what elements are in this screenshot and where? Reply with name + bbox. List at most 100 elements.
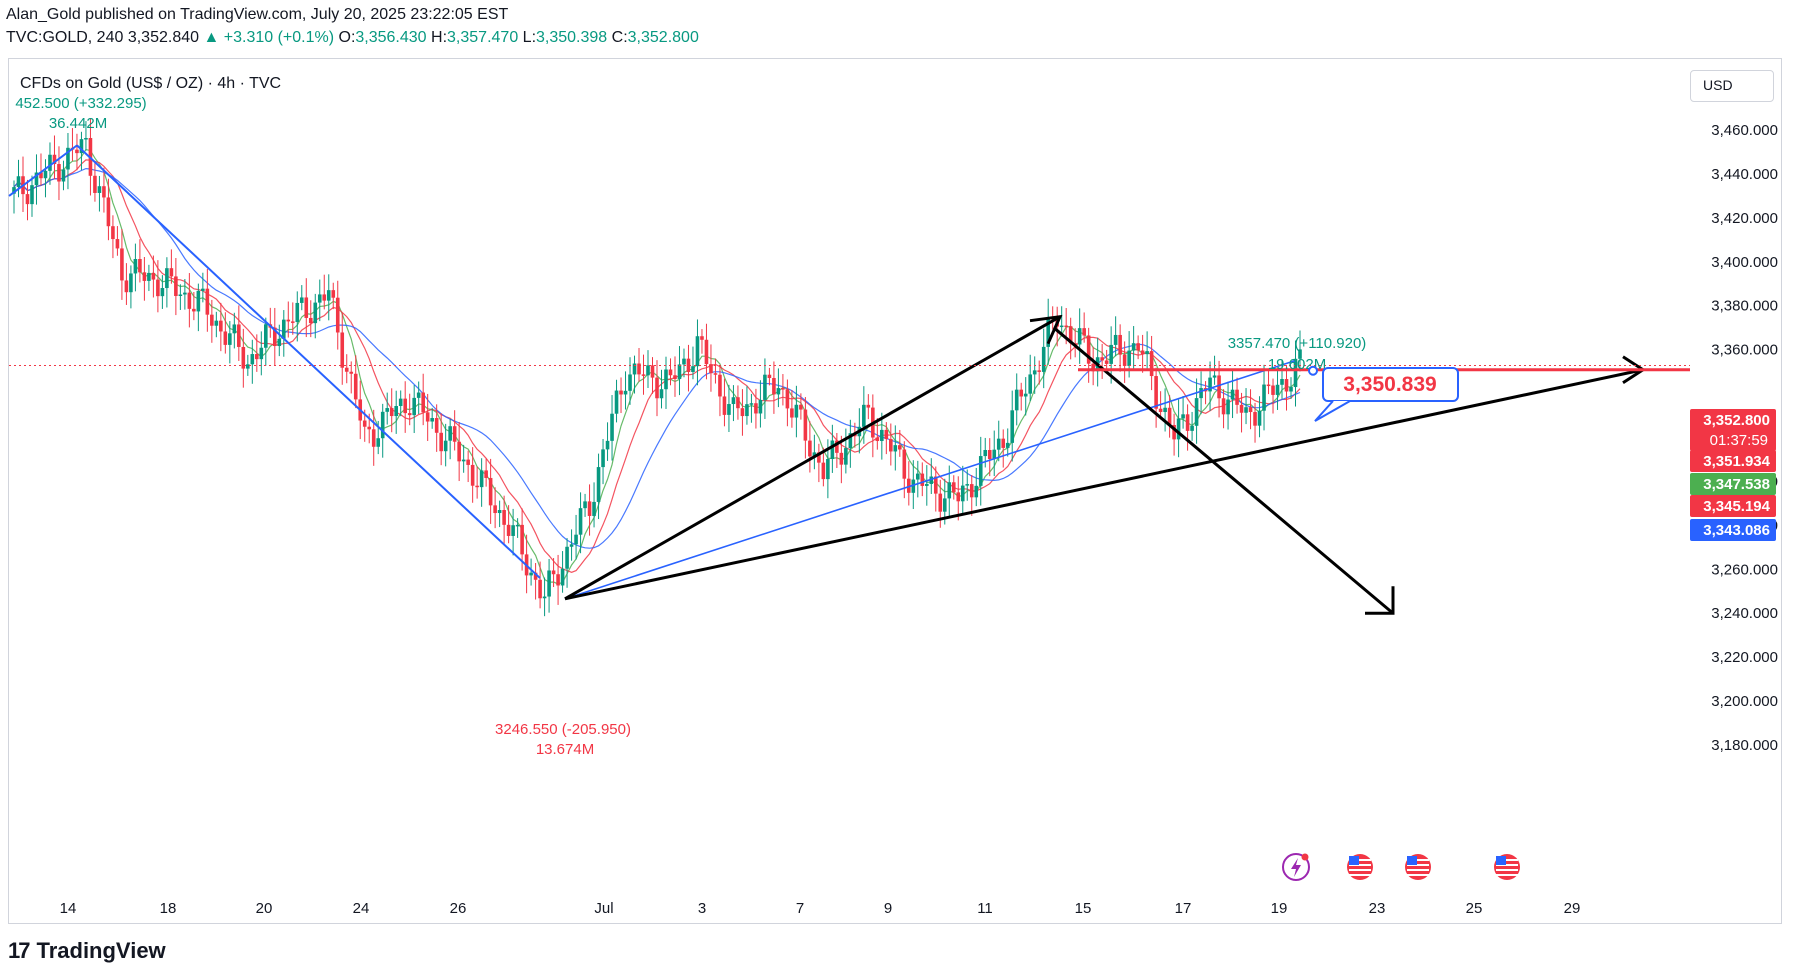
candle-body [1046, 317, 1050, 347]
candle-body [799, 404, 803, 410]
candle-body [308, 317, 313, 324]
flag-canton-icon [1496, 856, 1506, 865]
candle-body [947, 482, 952, 499]
candle-body [497, 510, 502, 514]
candle-body [646, 365, 650, 376]
candle-body [830, 440, 835, 460]
flag-stripe-icon [1349, 859, 1371, 861]
candle-body [138, 258, 142, 273]
candle-body [286, 319, 291, 322]
candle-body [1257, 410, 1262, 426]
candle-body [259, 347, 264, 360]
candle-body [326, 290, 331, 301]
candle-body [1280, 379, 1284, 385]
candle-body [443, 440, 448, 452]
candle-body [1127, 350, 1131, 366]
candle-body [1140, 350, 1145, 355]
candle-body [1023, 393, 1028, 397]
candle-body [785, 389, 790, 409]
candle-body [250, 354, 255, 365]
candle-body [493, 505, 497, 514]
candle-body [596, 467, 601, 502]
candle-body [866, 404, 871, 408]
candles [12, 118, 1302, 617]
candle-body [772, 378, 776, 395]
black-support-line [564, 368, 1644, 601]
x-tick-label: 26 [450, 900, 467, 917]
candle-body [1077, 328, 1082, 345]
candle-body [884, 429, 889, 440]
chart-frame[interactable] [8, 58, 1782, 924]
x-tick-label: 9 [884, 900, 892, 917]
candle-body [97, 186, 102, 193]
tradingview-logo[interactable]: 17 TradingView [8, 938, 166, 964]
candle-body [1122, 354, 1127, 366]
candle-body [457, 441, 461, 462]
candle-body [794, 404, 799, 418]
candle-body [1293, 358, 1298, 388]
price-tag [1690, 409, 1776, 451]
candle-body [942, 498, 947, 512]
low-label: L: [522, 29, 537, 46]
candle-body [133, 258, 138, 274]
candle-body [1118, 334, 1122, 355]
blue-trend-left-line [8, 144, 78, 197]
candle-body [1230, 389, 1235, 400]
candle-body [79, 139, 84, 154]
chart-legend-title: CFDs on Gold (US$ / OZ) · 4h · TVC [20, 75, 282, 92]
candle-body [1176, 418, 1181, 440]
flag-stripe-icon [1407, 874, 1429, 876]
candle-body [403, 398, 407, 414]
currency-button[interactable]: USD [1690, 70, 1774, 102]
candle-body [1014, 389, 1019, 411]
candle-body [335, 297, 340, 333]
close-value: 3,352.800 [627, 29, 699, 46]
price-tag-countdown: 01:37:59 [1710, 432, 1768, 449]
candle-body [1109, 344, 1113, 364]
candle-body [124, 280, 129, 293]
candle-body [219, 320, 223, 332]
candle-body [565, 546, 569, 569]
candle-body [192, 308, 196, 312]
candle-body [880, 429, 884, 442]
price-tag-label: 3,352.800 [1703, 412, 1770, 429]
candle-body [340, 332, 345, 368]
x-tick-label: 14 [60, 900, 77, 917]
candle-body [52, 154, 57, 165]
candle-body [673, 375, 677, 379]
y-tick-label: 3,440.000 [1711, 166, 1778, 183]
last-price: 3,352.840 [127, 29, 200, 46]
candle-body [1041, 346, 1046, 372]
candle-body [425, 412, 430, 422]
candle-body [1059, 325, 1064, 328]
flag-stripe-icon [1496, 869, 1518, 871]
candle-body [1082, 328, 1086, 336]
candle-body [655, 377, 659, 399]
candle-body [1262, 384, 1266, 411]
candle-body [304, 297, 309, 318]
candle-body [515, 524, 520, 527]
candle-body [1181, 414, 1185, 419]
x-tick-label: 3 [698, 900, 706, 917]
candle-body [223, 331, 228, 345]
candle-body [632, 363, 637, 375]
open-label: O: [338, 29, 356, 46]
candle-body [637, 363, 641, 375]
candle-body [1212, 375, 1217, 378]
candle-body [960, 485, 965, 502]
candle-body [996, 438, 1001, 450]
candle-body [610, 413, 614, 441]
candle-body [466, 459, 470, 465]
candle-body [367, 426, 372, 430]
candle-body [205, 288, 210, 315]
candle-body [12, 187, 16, 194]
candle-body [295, 302, 300, 322]
candle-body [187, 292, 192, 309]
candle-body [246, 364, 250, 369]
candle-body [255, 354, 259, 360]
x-tick-label: 23 [1369, 900, 1386, 917]
candle-body [924, 483, 929, 486]
candle-body [1271, 385, 1275, 395]
candle-body [920, 473, 925, 486]
